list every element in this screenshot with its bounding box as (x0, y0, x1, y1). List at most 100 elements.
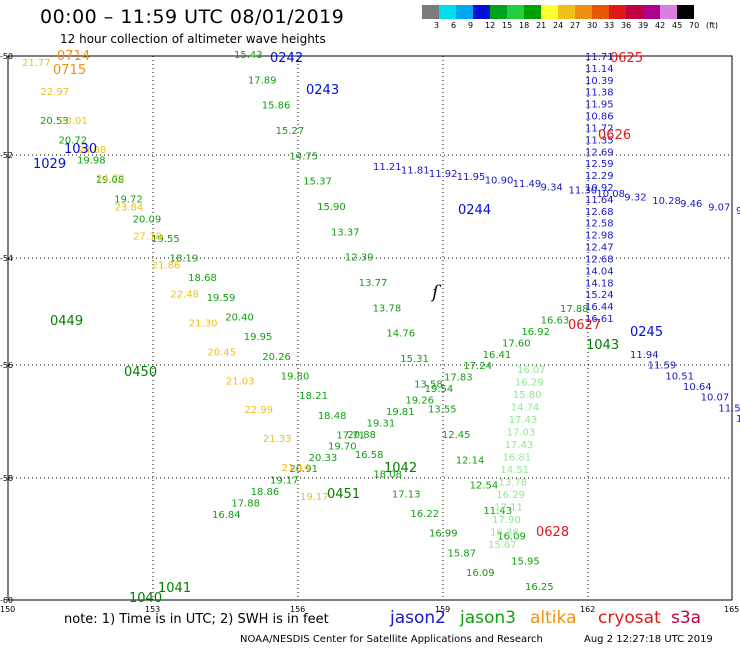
wave-height-value: 15.86 (262, 101, 291, 112)
legend-jason2: jason2 (390, 608, 446, 628)
wave-height-value: 19.72 (114, 195, 143, 206)
wave-height-value: 20.45 (207, 347, 236, 358)
wave-height-value: 16.29 (515, 378, 544, 389)
wave-height-value: 17.03 (507, 428, 536, 439)
scale-swatch (558, 5, 575, 19)
wave-height-value: 16.25 (525, 582, 554, 593)
satellite-tracks: 11.7111.1410.3911.3811.9510.8611.7211.35… (22, 50, 740, 593)
wave-height-value: 12.59 (585, 159, 614, 170)
wave-height-value: 19.17 (270, 476, 299, 487)
color-scale-bar (422, 5, 694, 19)
wave-height-value: 19.08 (96, 175, 125, 186)
page-subtitle: 12 hour collection of altimeter wave hei… (60, 32, 326, 46)
wave-height-value: 10.64 (683, 382, 712, 393)
scale-swatch (575, 5, 592, 19)
wave-height-value: 11.08 (736, 414, 740, 425)
lat-tick-label: -54 (0, 254, 13, 263)
wave-height-value: 17.43 (505, 440, 534, 451)
pass-time-label: 0450 (124, 365, 157, 380)
wave-height-value: 20.72 (59, 136, 88, 147)
scale-swatch (524, 5, 541, 19)
map-grid (7, 55, 733, 601)
wave-height-value: 24.72 (96, 174, 125, 185)
wave-height-value: 15.27 (276, 126, 305, 137)
wave-height-value: 22.99 (244, 405, 273, 416)
wave-height-value: 15.31 (400, 354, 429, 365)
wave-height-value: 16.81 (503, 453, 532, 464)
wave-height-value: 13.78 (373, 303, 402, 314)
lat-tick-label: -52 (0, 151, 13, 160)
lon-tick-label: 159 (435, 605, 450, 614)
wave-height-value: 12.58 (585, 219, 614, 230)
wave-height-value: 15.80 (513, 390, 542, 401)
satellite-track: 15.43 17.89 15.86 15.27 14.75 15.37 15.90 13.37… (234, 50, 554, 593)
wave-height-value: 19.70 (328, 441, 357, 452)
pass-time-label: 0625 (610, 51, 643, 66)
wave-height-value: 17.90 (492, 515, 521, 526)
wave-height-value: 11.72 (585, 123, 614, 134)
scale-label: 39 (638, 21, 649, 30)
wave-height-value: 21.03 (226, 376, 255, 387)
lon-tick-label: 162 (580, 605, 595, 614)
scale-swatch (677, 5, 694, 19)
wave-height-value: 16.99 (429, 529, 458, 540)
credit-text: NOAA/NESDIS Center for Satellite Applica… (240, 634, 543, 645)
satellite-track: 16.8417.8818.8619.1720.9120.3319.7020.88… (212, 304, 589, 521)
scale-label: 6 (451, 21, 457, 30)
wave-height-value: 9.32 (624, 192, 646, 203)
units-note: note: 1) Time is in UTC; 2) SWH is in fe… (64, 612, 329, 627)
wave-height-value: 17.88 (231, 499, 260, 510)
wave-height-value: 10.90 (485, 176, 514, 187)
wave-height-value: 12.68 (585, 207, 614, 218)
wave-height-value: 19.59 (207, 293, 236, 304)
wave-height-value: 9.5 (736, 206, 740, 217)
scale-swatch (490, 5, 507, 19)
wave-height-value: 12.69 (585, 147, 614, 158)
wave-height-value: 12.68 (585, 254, 614, 265)
scale-label: 36 (621, 21, 632, 30)
pass-time-label: 1043 (586, 338, 619, 353)
lon-tick-label: 153 (145, 605, 160, 614)
wave-height-value: 21.86 (152, 261, 181, 272)
wave-height-value: 18.86 (251, 487, 280, 498)
wave-height-value: 12.54 (470, 481, 499, 492)
legend-altika: altika (530, 608, 577, 628)
wave-height-value: 17.83 (444, 373, 473, 384)
wave-height-value: 22.97 (41, 87, 70, 98)
scale-label: (ft) (706, 21, 719, 30)
pass-time-label: 0628 (536, 525, 569, 540)
wave-height-value: 20.26 (262, 352, 291, 363)
wave-height-value: 19.98 (77, 155, 106, 166)
scale-swatch (643, 5, 660, 19)
wave-height-value: 16.63 (541, 315, 570, 326)
wave-height-value: 20.53 (40, 116, 69, 127)
wave-height-value: 17.71 (336, 430, 365, 441)
wave-height-value: 18.19 (170, 254, 199, 265)
wave-height-value: 22.48 (170, 289, 199, 300)
wave-height-value: 17.60 (502, 338, 531, 349)
wave-height-value: 10.28 (652, 196, 681, 207)
wave-height-value: 17.88 (560, 304, 589, 315)
scale-label: 3 (434, 21, 440, 30)
wave-height-value: 15.43 (234, 50, 263, 61)
wave-height-value: 20.88 (347, 430, 376, 441)
wave-height-value: 11.81 (401, 165, 430, 176)
scale-swatch (456, 5, 473, 19)
wave-height-value: 11.64 (585, 195, 614, 206)
lon-tick-label: 156 (290, 605, 305, 614)
scale-swatch (473, 5, 490, 19)
scale-label: 12 (485, 21, 496, 30)
wave-height-value: 23.01 (59, 116, 88, 127)
wave-height-value: 19.17 (300, 492, 329, 503)
wave-height-value: 20.40 (225, 313, 254, 324)
wave-height-value: 14.75 (289, 151, 318, 162)
wave-height-value: 10.08 (596, 189, 625, 200)
wave-height-value: 21.33 (263, 434, 292, 445)
wave-height-value: 19.81 (386, 407, 415, 418)
wave-height-value: 13.58 (414, 379, 443, 390)
pass-time-label: 0627 (568, 318, 601, 333)
scale-label: 30 (587, 21, 598, 30)
wave-height-value: 18.48 (318, 411, 347, 422)
